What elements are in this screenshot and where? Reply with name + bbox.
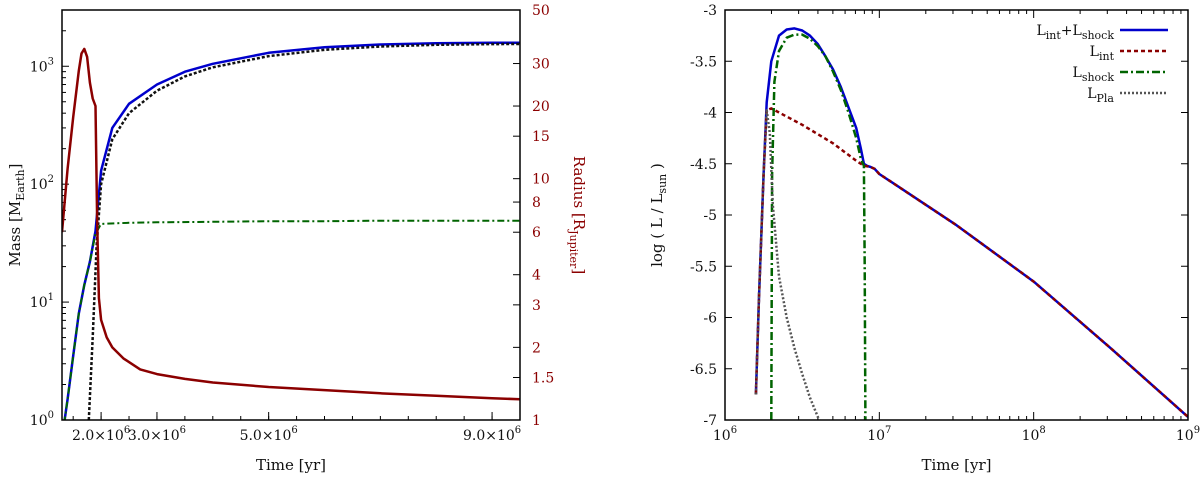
left-series-line-3 — [62, 47, 520, 401]
right-panel-x-tick-label: 107 — [867, 425, 891, 444]
right-y-tick-label: 2 — [532, 340, 541, 356]
right-panel-y-tick-label: -3 — [703, 3, 717, 19]
right-y-tick-label: 30 — [532, 57, 550, 73]
left-x-tick-label: 3.0×106 — [128, 425, 186, 444]
right-y-tick-label: 4 — [532, 268, 541, 284]
left-x-tick-label: 2.0×106 — [72, 425, 130, 444]
right-panel-y-tick-label: -4.5 — [690, 157, 717, 173]
right-y-tick-label: 3 — [532, 298, 541, 314]
right-y-tick-label: 1 — [532, 413, 541, 429]
right-panel-y-tick-label: -7 — [703, 413, 717, 429]
right-y-axis-title: Radius [RJupiter] — [567, 156, 588, 274]
right-panel-y-tick-label: -5.5 — [690, 259, 717, 275]
legend-label-1: Lint — [1090, 44, 1115, 63]
left-series-line-0 — [63, 41, 520, 420]
left-y-axis-title: Mass [MEarth] — [6, 164, 27, 267]
right-panel-x-tick-label: 106 — [713, 425, 737, 444]
right-series-line-1 — [754, 107, 1188, 418]
right-series-line-2 — [770, 33, 867, 420]
right-panel-y-tick-label: -6.5 — [690, 362, 717, 378]
left-y-tick-label: 100 — [30, 410, 54, 429]
left-series-line-2 — [63, 219, 520, 420]
legend-label-3: LPla — [1087, 86, 1114, 105]
legend-label-0: Lint+Lshock — [1036, 23, 1114, 42]
left-series-line-1 — [87, 42, 520, 420]
right-y-tick-label: 1.5 — [532, 371, 554, 387]
right-panel-y-tick-label: -5 — [703, 208, 717, 224]
left-y-tick-label: 101 — [30, 292, 54, 311]
right-y-tick-label: 8 — [532, 195, 541, 211]
legend-label-2: Lshock — [1073, 65, 1115, 84]
right-panel-x-tick-label: 108 — [1022, 425, 1046, 444]
left-y-tick-label: 102 — [30, 174, 54, 193]
left-x-tick-label: 5.0×106 — [240, 425, 298, 444]
left-plot-area: 100 101 102 103 1 1.5 2 3 4 6 8 10 15 20 30 50 2.0×1063.… — [6, 3, 588, 474]
right-panel-x-tick-label: 109 — [1176, 425, 1200, 444]
right-y-tick-label: 10 — [532, 172, 550, 188]
right-panel-x-axis-title: Time [yr] — [921, 456, 991, 474]
right-panel-y-axis-title: log ( L / Lsun ) — [648, 163, 669, 267]
right-y-tick-label: 20 — [532, 99, 550, 115]
right-y-tick-label: 6 — [532, 225, 541, 241]
left-plot-frame — [61, 9, 521, 421]
left-x-axis-title: Time [yr] — [256, 456, 326, 474]
right-panel-y-tick-label: -3.5 — [690, 54, 717, 70]
right-panel-y-tick-label: -6 — [703, 311, 717, 327]
right-panel-y-tick-label: -4 — [703, 106, 717, 122]
right-plot-frame — [724, 9, 1189, 421]
right-series-line-3 — [754, 109, 821, 420]
left-y-tick-label: 103 — [30, 56, 54, 75]
left-x-tick-label: 9.0×106 — [463, 425, 521, 444]
right-y-tick-label: 15 — [532, 129, 550, 145]
right-y-tick-label: 50 — [532, 3, 550, 19]
